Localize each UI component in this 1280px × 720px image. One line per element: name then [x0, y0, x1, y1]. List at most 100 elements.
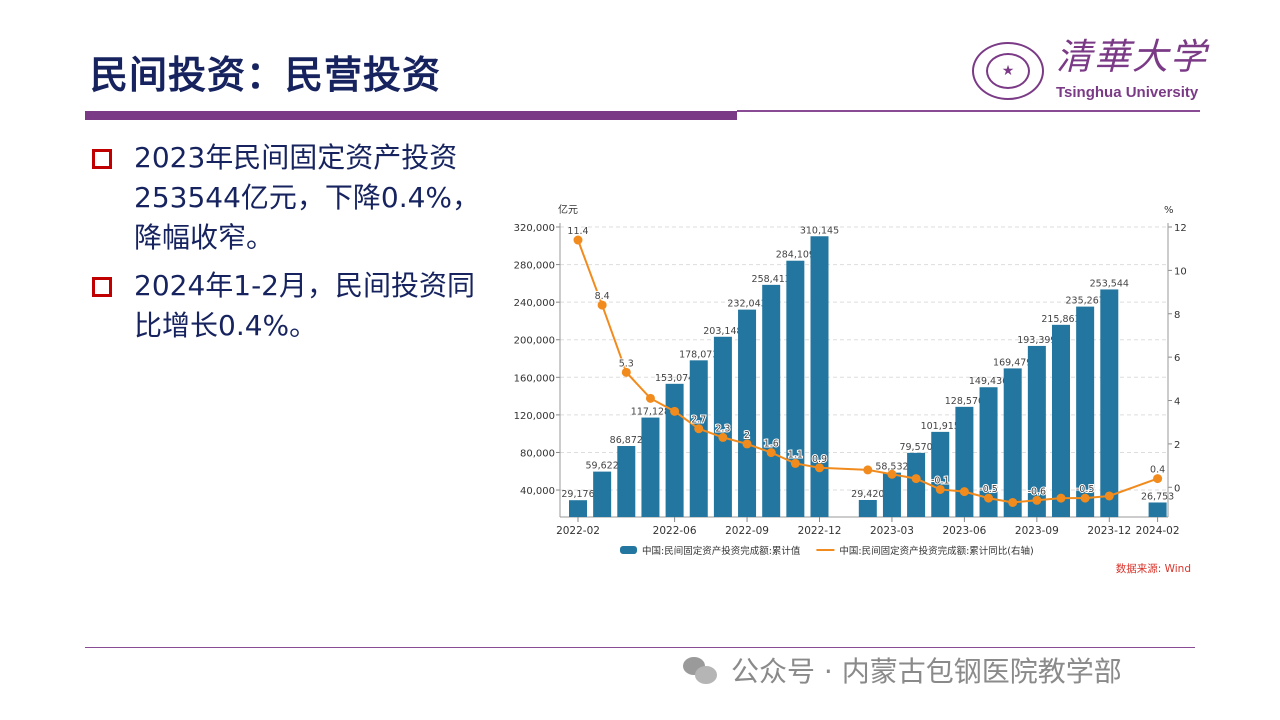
bar: [931, 431, 950, 517]
bar-label: 29,176: [561, 489, 594, 500]
line-point: [984, 493, 994, 503]
wechat-icon: [683, 655, 717, 685]
line-label: -0.6: [1028, 486, 1047, 497]
bullet-text: 2024年1-2月，民间投资同比增长0.4%。: [134, 269, 475, 342]
bar-label: 178,073: [679, 349, 718, 360]
bullet-item: 2023年民间固定资产投资253544亿元，下降0.4%，降幅收窄。: [92, 138, 492, 258]
legend-bar-swatch: [620, 546, 637, 554]
y-right-tick-label: 4: [1174, 397, 1180, 408]
line-point: [621, 367, 631, 377]
line-label: 8.4: [595, 291, 610, 302]
bar-label: 153,074: [655, 373, 694, 384]
line-point: [959, 487, 969, 497]
square-bullet-icon: [92, 277, 112, 297]
y-left-tick-label: 80,000: [520, 448, 555, 459]
line-label: 11.4: [567, 226, 588, 237]
bullet-item: 2024年1-2月，民间投资同比增长0.4%。: [92, 266, 492, 346]
line-label: 2.7: [691, 415, 706, 426]
x-tick-label: 2023-06: [942, 525, 986, 537]
tsinghua-logo: ★ 清華大学 Tsinghua University: [972, 38, 1206, 102]
legend-bar-label: 中国:民间固定资产投资完成额:累计值: [642, 545, 801, 557]
bar: [617, 446, 636, 517]
line-point: [887, 469, 897, 479]
bar-label: 29,420: [851, 489, 884, 500]
line-point: [1008, 497, 1018, 507]
y-left-tick-label: 240,000: [514, 298, 555, 309]
y-left-tick-label: 40,000: [520, 486, 555, 497]
bar-label: 86,872: [610, 435, 643, 446]
line-point: [1032, 495, 1042, 505]
line-point: [645, 393, 655, 403]
line-point: [597, 300, 607, 310]
line-point: [1056, 493, 1066, 503]
line-label: 5.3: [619, 358, 634, 369]
line-point: [742, 439, 752, 449]
line-point: [815, 463, 824, 473]
bar-label: 26,753: [1141, 491, 1174, 502]
bar: [858, 499, 877, 517]
bullet-list: 2023年民间固定资产投资253544亿元，下降0.4%，降幅收窄。 2024年…: [92, 138, 492, 354]
bar: [569, 500, 587, 517]
line-point: [935, 484, 945, 494]
bar-label: 117,128: [631, 407, 670, 418]
y-right-unit: %: [1164, 205, 1174, 216]
x-tick-label: 2022-06: [653, 525, 697, 537]
y-right-tick-label: 10: [1174, 266, 1187, 277]
y-left-tick-label: 120,000: [514, 411, 555, 422]
y-right-tick-label: 8: [1174, 310, 1180, 321]
line-label: -0.5: [979, 484, 998, 495]
x-tick-label: 2024-02: [1136, 525, 1180, 537]
y-left-unit: 亿元: [558, 203, 578, 216]
square-bullet-icon: [92, 149, 112, 169]
bar-label: 128,570: [945, 396, 984, 407]
bar: [762, 284, 781, 517]
y-left-tick-label: 200,000: [514, 336, 555, 347]
line-series: [577, 239, 1158, 504]
line-point: [1153, 474, 1163, 484]
bar: [1003, 368, 1022, 517]
bar: [882, 472, 901, 517]
bar-label: 169,479: [993, 357, 1032, 368]
line-point: [911, 474, 921, 484]
bar: [1148, 502, 1167, 517]
bar-label: 193,399: [1017, 335, 1056, 346]
watermark: 公众号 · 内蒙古包钢医院教学部: [683, 650, 1122, 690]
bar-label: 149,436: [969, 376, 1008, 387]
title-rule: [737, 110, 1200, 112]
line-point: [694, 424, 704, 434]
bar: [979, 387, 998, 517]
x-tick-label: 2022-12: [798, 525, 842, 537]
y-left-tick-label: 280,000: [514, 261, 555, 272]
x-tick-label: 2023-12: [1087, 525, 1131, 537]
bar-label: 310,145: [800, 225, 839, 236]
y-right-tick-label: 6: [1174, 353, 1180, 364]
line-point: [718, 432, 728, 442]
bar-label: 215,863: [1041, 314, 1080, 325]
y-left-tick-label: 160,000: [514, 373, 555, 384]
y-right-tick-label: 12: [1174, 223, 1187, 234]
watermark-text: 公众号 · 内蒙古包钢医院教学部: [731, 655, 1122, 688]
bar-label: 258,413: [752, 274, 791, 285]
bar: [1027, 345, 1046, 517]
bar-label: 79,570: [899, 442, 932, 453]
line-point: [790, 458, 800, 468]
investment-chart: 40,000 80,000 120,000 160,000 200,000 240,000…: [514, 203, 1191, 575]
bar: [1076, 306, 1095, 517]
y-right-tick-label: 0: [1174, 483, 1180, 494]
logo-chinese-name: 清華大学: [1056, 37, 1209, 78]
data-source: 数据来源: Wind: [1116, 562, 1191, 575]
line-label: -0.1: [931, 475, 950, 486]
line-label: 1.1: [788, 449, 803, 460]
line-point: [573, 235, 583, 245]
bar-label: 203,148: [703, 326, 742, 337]
line-point: [766, 448, 776, 458]
bar: [810, 236, 829, 517]
line-point: [1080, 493, 1090, 503]
bar-label: 59,622: [586, 461, 619, 472]
bar-label: 58,532: [875, 462, 908, 473]
bar: [713, 336, 732, 517]
y-right-tick-label: 2: [1174, 440, 1180, 451]
bar: [641, 417, 660, 517]
line-point: [670, 406, 680, 416]
bullet-text: 2023年民间固定资产投资253544亿元，下降0.4%，降幅收窄。: [134, 141, 481, 254]
